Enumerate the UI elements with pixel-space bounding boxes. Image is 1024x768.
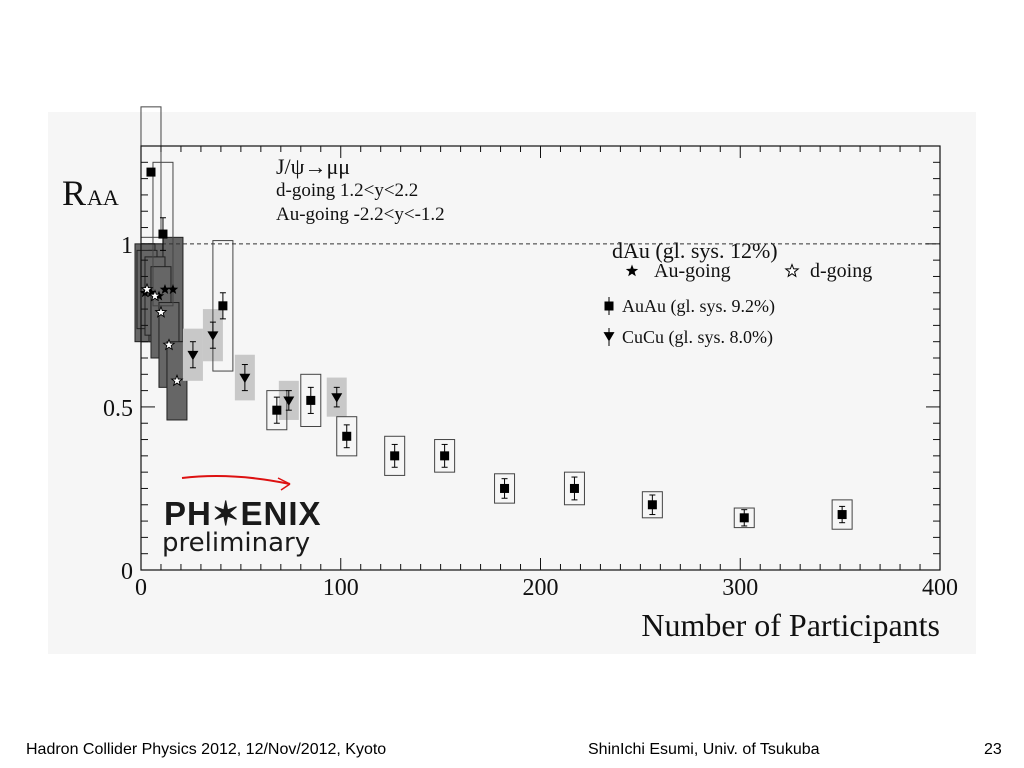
auau-point [440,451,450,461]
phenix-logo: PH✶ENIX [164,495,322,532]
auau-sys-box [434,439,456,473]
legend-auau-marker [604,301,614,311]
auau-sys-box [563,471,585,506]
x-tick-label: 300 [722,575,758,601]
dau-au-going-point [145,287,157,298]
auau-point [569,483,579,493]
auau-sys-box [494,473,516,504]
auau-sys-box [300,373,322,427]
x-tick-label: 400 [922,575,958,601]
auau-sys-box [384,435,406,476]
auau-point [647,500,657,510]
dau-d-going-point [140,282,154,296]
dau-d-going-point [148,289,162,302]
legend-auau: AuAu (gl. sys. 9.2%) [622,296,775,317]
annotation-d-going: d-going 1.2<y<2.2 [276,180,418,201]
dau-au-going-point [159,284,171,294]
systematic-boxes [134,106,853,530]
cucu-point [331,393,343,403]
x-tick-label: 0 [135,575,147,601]
auau-point [218,301,228,311]
legend-cucu: CuCu (gl. sys. 8.0%) [622,327,773,348]
dau-d-going-point [170,373,184,387]
auau-point [342,431,352,441]
x-tick-label: 100 [323,575,359,601]
auau-point [146,167,156,177]
auau-point [739,513,749,523]
data-markers [139,167,847,527]
legend-au-going: Au-going [654,260,731,282]
dau-d-going-point [162,338,176,351]
annotation-au-going: Au-going -2.2<y<-1.2 [276,204,445,225]
logo-swoosh [181,475,291,485]
auau-point [158,229,168,239]
x-axis-label: Number of Participants [641,607,940,643]
x-tick-label: 200 [523,575,559,601]
legend-cucu-marker [603,332,615,342]
auau-sys-box [212,240,234,372]
figure-panel [48,112,976,654]
y-tick-label: 1 [121,233,133,259]
auau-point [306,395,316,405]
auau-sys-box [152,161,174,307]
auau-point [500,483,510,493]
legend-d-going-marker [784,263,800,278]
preliminary-label: preliminary [162,528,311,558]
y-tick-label: 0.5 [103,396,133,422]
auau-point [837,510,847,520]
legend-au-going-marker [625,264,639,277]
auau-sys-box [733,507,755,529]
legend-title: dAu (gl. sys. 12%) [612,238,778,263]
footer-author: ShinIchi Esumi, Univ. of Tsukuba [588,741,820,758]
legend [603,263,800,346]
auau-sys-box [336,416,358,457]
y-axis-label: RAA [62,173,119,213]
logo-swoosh-tip [277,477,291,491]
footer-page-number: 23 [984,741,1002,758]
annotation-channel: J/ψ→μμ [276,154,350,179]
dau-d-going-point [154,305,168,318]
cucu-point [207,331,219,341]
auau-sys-box [641,491,663,519]
cucu-point [187,350,199,361]
dau-au-going-point [167,284,179,294]
footer-conference: Hadron Collider Physics 2012, 12/Nov/201… [26,741,387,758]
auau-point [272,405,282,415]
cucu-point [283,396,295,406]
auau-point [390,451,400,461]
legend-d-going: d-going [810,260,872,282]
y-tick-label: 0 [121,559,133,585]
auau-sys-box [831,499,853,530]
cucu-point [239,373,251,384]
